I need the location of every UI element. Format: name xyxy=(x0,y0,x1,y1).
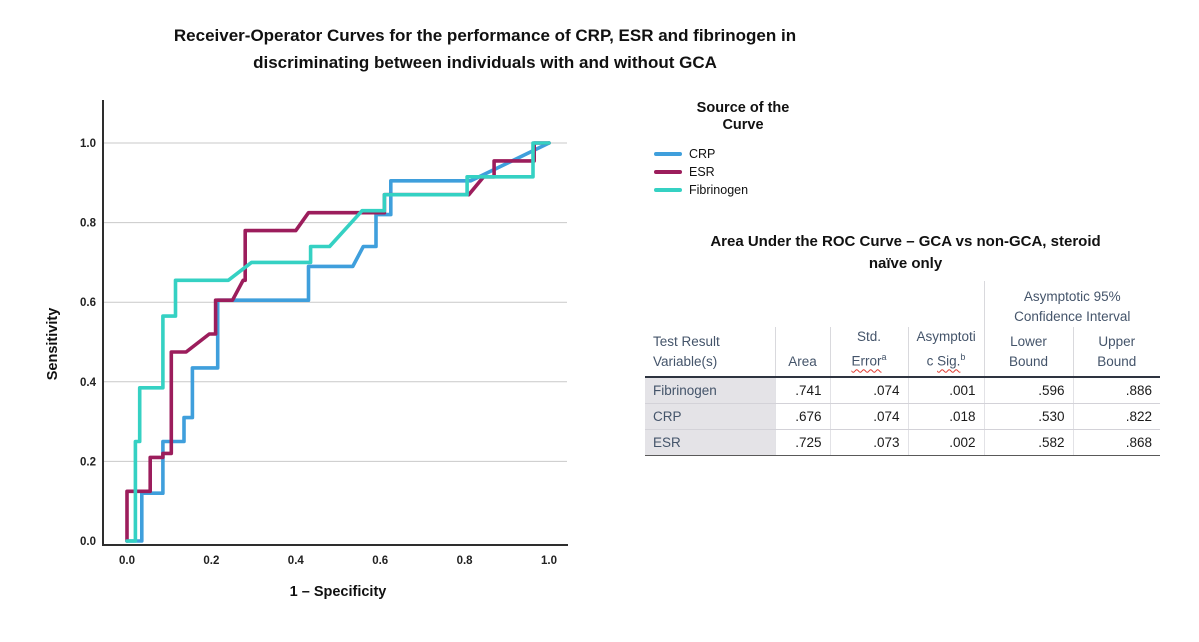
header-asymptotic-sig: Asymptoti c Sig.b xyxy=(908,327,985,378)
cell-sig: .001 xyxy=(908,376,985,404)
header-test-result-variables: Test Result Variable(s) xyxy=(645,327,776,378)
cell-upper-bound: .822 xyxy=(1073,403,1161,430)
cell-lower-bound: .530 xyxy=(984,403,1074,430)
chart-legend: Source of the Curve CRP ESR Fibrinogen xyxy=(648,100,848,199)
table-title-line2: naïve only xyxy=(868,255,943,272)
roc-chart-canvas: 0.0 0.2 0.4 0.6 0.8 1.0 0.0 0.2 0.4 0.6 0.8 1.0 Sens… xyxy=(45,100,568,600)
svg-text:0.4: 0.4 xyxy=(288,555,305,567)
roc-plot: 0.0 0.2 0.4 0.6 0.8 1.0 0.0 0.2 0.4 0.6 0.8 1.0 Sens… xyxy=(30,88,610,618)
svg-text:0.8: 0.8 xyxy=(80,218,97,230)
header-area: Area xyxy=(775,327,831,378)
svg-text:1 – Specificity: 1 – Specificity xyxy=(290,584,387,600)
auc-table: Asymptotic 95% Confidence Interval Test … xyxy=(645,281,1161,456)
figure-title-line2: discriminating between individuals with … xyxy=(253,53,717,72)
svg-text:Sensitivity: Sensitivity xyxy=(45,308,61,381)
crp-line-swatch xyxy=(654,152,682,156)
fibrinogen-line-swatch xyxy=(654,188,682,192)
header-empty-cell xyxy=(645,281,985,327)
legend-item-fibrinogen: Fibrinogen xyxy=(654,181,848,199)
legend-label-esr: ESR xyxy=(689,165,715,179)
legend-title: Source of the Curve xyxy=(648,100,838,134)
table-title-line1: Area Under the ROC Curve – GCA vs non-GC… xyxy=(710,233,1101,250)
cell-sig: .018 xyxy=(908,403,985,430)
svg-text:0.8: 0.8 xyxy=(457,555,474,567)
cell-lower-bound: .582 xyxy=(984,429,1074,456)
cell-std-error: .074 xyxy=(830,403,909,430)
table-header-span-row: Asymptotic 95% Confidence Interval xyxy=(645,281,1160,327)
svg-text:0.2: 0.2 xyxy=(80,456,96,468)
legend-items: CRP ESR Fibrinogen xyxy=(648,145,848,199)
legend-label-fibrinogen: Fibrinogen xyxy=(689,183,749,197)
figure-title: Receiver-Operator Curves for the perform… xyxy=(85,22,885,76)
table-row-esr: ESR .725 .073 .002 .582 .868 xyxy=(645,429,1161,456)
row-label: CRP xyxy=(645,403,776,430)
header-lower-bound: Lower Bound xyxy=(984,327,1074,378)
cell-upper-bound: .886 xyxy=(1073,376,1161,404)
cell-upper-bound: .868 xyxy=(1073,429,1161,456)
cell-lower-bound: .596 xyxy=(984,376,1074,404)
svg-text:0.4: 0.4 xyxy=(80,377,97,389)
cell-std-error: .073 xyxy=(830,429,909,456)
svg-text:0.6: 0.6 xyxy=(80,297,96,309)
svg-text:1.0: 1.0 xyxy=(541,555,557,567)
row-label: ESR xyxy=(645,429,776,456)
legend-item-crp: CRP xyxy=(654,145,848,163)
row-label: Fibrinogen xyxy=(645,376,776,404)
svg-text:0.0: 0.0 xyxy=(119,555,135,567)
legend-title-line1: Source of the xyxy=(696,100,790,116)
table-header-row: Test Result Variable(s) Area Std. Errora… xyxy=(645,327,1161,378)
table-title: Area Under the ROC Curve – GCA vs non-GC… xyxy=(648,231,1163,275)
legend-title-line2: Curve xyxy=(722,117,764,133)
header-ci-span: Asymptotic 95% Confidence Interval xyxy=(1014,289,1131,324)
svg-text:0.0: 0.0 xyxy=(80,536,96,548)
table-row-fibrinogen: Fibrinogen .741 .074 .001 .596 .886 xyxy=(645,376,1161,404)
table-row-crp: CRP .676 .074 .018 .530 .822 xyxy=(645,403,1161,430)
header-std-error: Std. Errora xyxy=(830,327,909,378)
legend-label-crp: CRP xyxy=(689,147,716,161)
cell-area: .741 xyxy=(775,376,831,404)
header-upper-bound: Upper Bound xyxy=(1073,327,1161,378)
cell-sig: .002 xyxy=(908,429,985,456)
cell-area: .676 xyxy=(775,403,831,430)
svg-text:1.0: 1.0 xyxy=(80,138,96,150)
legend-item-esr: ESR xyxy=(654,163,848,181)
cell-area: .725 xyxy=(775,429,831,456)
cell-std-error: .074 xyxy=(830,376,909,404)
esr-line-swatch xyxy=(654,170,682,174)
svg-text:0.2: 0.2 xyxy=(203,555,219,567)
svg-text:0.6: 0.6 xyxy=(372,555,388,567)
figure-title-line1: Receiver-Operator Curves for the perform… xyxy=(173,26,797,45)
